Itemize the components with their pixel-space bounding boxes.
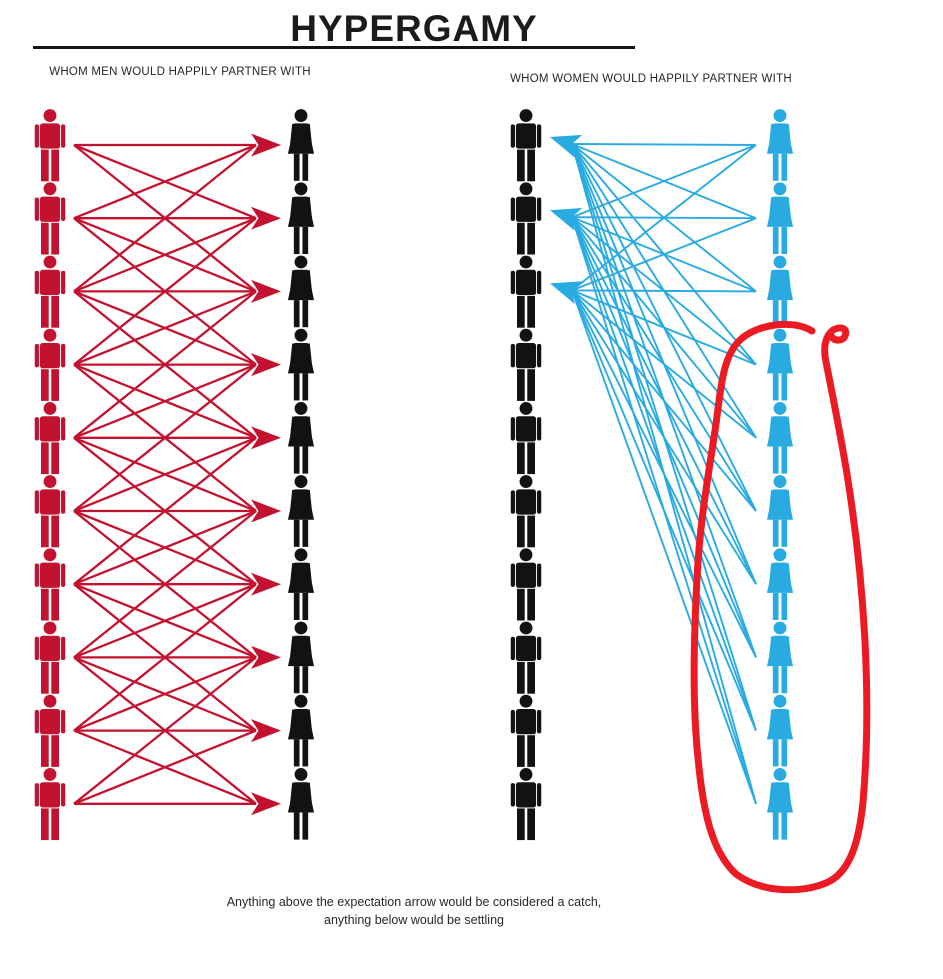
male-figure <box>510 255 542 328</box>
partner-link-line <box>73 510 257 659</box>
female-figure <box>287 328 315 401</box>
partner-link-line <box>571 143 757 512</box>
partner-link-line <box>73 509 257 586</box>
female-figure <box>766 328 794 401</box>
male-figure <box>34 548 66 621</box>
female-figure <box>766 767 794 840</box>
female-figure <box>766 548 794 621</box>
male-figure <box>510 401 542 475</box>
partner-link-line <box>571 143 757 146</box>
male-figure <box>510 548 542 621</box>
female-figure <box>766 255 794 328</box>
female-figure <box>287 401 315 474</box>
right-panel-header: WHOM WOMEN WOULD HAPPILY PARTNER WITH <box>510 73 792 85</box>
female-figure <box>766 401 794 474</box>
partner-link-line <box>73 144 257 293</box>
female-figure <box>766 621 794 694</box>
partner-link-line <box>73 363 257 512</box>
partner-link-line <box>571 290 757 805</box>
expectation-arrowhead <box>251 353 281 377</box>
male-figure <box>34 621 66 694</box>
male-figure <box>510 621 542 694</box>
partner-link-line <box>73 217 257 293</box>
partner-link-line <box>571 143 757 731</box>
male-figure <box>510 694 542 767</box>
caption: Anything above the expectation arrow wou… <box>0 893 828 929</box>
female-figure <box>766 182 794 255</box>
caption-line-1: Anything above the expectation arrow wou… <box>226 895 602 909</box>
female-figure <box>766 475 794 547</box>
annotation-circle <box>690 320 871 894</box>
male-figure <box>34 767 66 841</box>
male-figure <box>510 475 542 548</box>
partner-link-line <box>571 143 757 366</box>
male-figure <box>34 255 66 328</box>
male-figure <box>510 182 542 255</box>
expectation-arrowhead <box>251 719 281 743</box>
female-figure <box>287 475 315 547</box>
female-figure <box>287 548 315 621</box>
partner-link-line <box>571 143 757 293</box>
partner-link-line <box>73 436 257 586</box>
left-panel-header: WHOM MEN WOULD HAPPILY PARTNER WITH <box>49 66 311 78</box>
female-figure <box>287 767 315 840</box>
expectation-arrowhead <box>251 279 281 303</box>
partner-link-line <box>571 143 757 658</box>
expectation-arrowhead <box>550 134 583 158</box>
female-figure <box>287 255 315 328</box>
male-figure <box>34 182 66 255</box>
expectation-arrowhead <box>251 206 281 230</box>
partner-link-line <box>73 436 257 513</box>
male-figure <box>510 328 542 401</box>
caption-line-2: anything below would be settling <box>324 913 504 928</box>
male-figure <box>34 109 66 182</box>
partner-link-line <box>73 583 257 732</box>
title-divider <box>33 46 635 49</box>
expectation-arrowhead <box>251 499 281 523</box>
partner-link-line <box>73 217 257 366</box>
female-figure <box>287 694 315 767</box>
male-figure <box>510 109 542 182</box>
female-figure <box>766 109 794 181</box>
male-figure <box>34 401 66 475</box>
partner-link-line <box>73 290 257 366</box>
expectation-arrowhead <box>251 426 281 450</box>
expectation-arrowhead <box>550 208 583 231</box>
expectation-arrowhead <box>550 281 583 305</box>
partner-link-line <box>571 143 757 439</box>
male-figure <box>510 767 542 841</box>
male-figure <box>34 328 66 401</box>
expectation-arrowhead <box>251 792 281 816</box>
partner-link-line <box>73 656 257 805</box>
partner-link-line <box>73 290 257 439</box>
expectation-arrowhead <box>251 645 281 669</box>
partner-link-line <box>571 216 757 805</box>
partner-link-line <box>571 143 757 585</box>
expectation-arrowhead <box>251 572 281 596</box>
partner-link-line <box>73 583 257 659</box>
female-figure <box>287 621 315 694</box>
expectation-arrowhead <box>251 133 281 157</box>
female-figure <box>766 694 794 767</box>
female-figure <box>287 109 315 181</box>
page-title: HYPERGAMY <box>290 8 538 49</box>
partner-link-line <box>571 143 757 805</box>
male-figure <box>34 694 66 767</box>
partner-link-line <box>73 729 257 805</box>
male-figure <box>34 475 66 548</box>
partner-link-line <box>73 656 257 732</box>
partner-link-line <box>73 143 257 220</box>
female-figure <box>287 182 315 255</box>
partner-link-line <box>571 143 757 220</box>
partner-link-line <box>73 363 257 439</box>
